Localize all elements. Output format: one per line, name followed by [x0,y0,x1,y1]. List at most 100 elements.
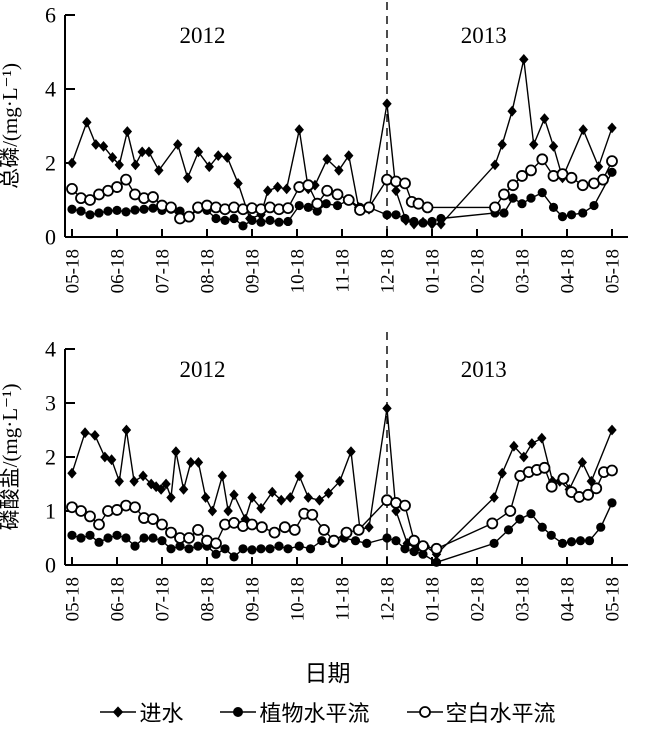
data-point [421,201,434,214]
series-markers-open-circle [66,461,618,555]
data-point [364,521,374,533]
data-point [606,464,618,477]
data-point [306,508,319,521]
data-point [557,212,568,222]
data-point [210,537,222,550]
data-point [323,487,334,499]
data-point [157,536,167,546]
legend-label-plant-flow: 植物水平流 [259,701,370,726]
y-axis-title: 磷酸盐/(mg·L⁻¹) [0,384,22,531]
data-point [486,517,499,530]
x-tick-label: 09-18 [243,249,264,293]
data-point [294,200,304,211]
data-point [288,523,301,536]
data-point [186,457,196,468]
data-point [311,197,324,210]
data-point [229,552,239,562]
legend-label-blank-flow: 空白水平流 [445,701,556,726]
data-point [498,188,510,201]
data-point [183,210,195,223]
data-point [156,484,166,495]
data-point [526,193,536,203]
data-point [362,538,372,548]
chart-phosphate: 0 1 2 3 4 05-18 06-18 07-18 08-18 09-18 10-18 11-18… [0,332,628,621]
x-tick-label: 08-18 [198,249,219,293]
data-point [526,509,536,519]
data-point [207,505,218,517]
year-annotation: 2013 [461,23,507,48]
data-point [184,544,194,554]
data-point [548,140,559,152]
data-point [272,181,283,193]
data-point [247,545,257,555]
data-point [548,202,559,212]
data-point [322,153,332,165]
legend-label-influent: 进水 [139,701,184,726]
data-point [391,536,401,546]
y-tick-label: 4 [45,337,56,362]
y-tick-label: 6 [45,3,56,28]
data-point [507,105,517,117]
data-point [233,177,243,189]
data-point [409,216,419,227]
x-tick-label: 03-18 [513,249,534,293]
data-point [165,201,177,214]
data-point [566,537,577,547]
data-point [499,208,509,218]
data-point [607,498,617,508]
filled-circle-icon [220,707,257,717]
data-point [577,457,587,468]
data-point [256,217,266,227]
year-annotation: 2013 [461,357,507,382]
x-tick-label: 02-18 [468,249,489,293]
data-point [335,475,345,487]
data-point [200,492,211,503]
x-tick-label: 10-18 [288,249,309,293]
data-point [67,157,77,169]
x-tick-label: 03-18 [513,577,534,621]
data-point [497,139,507,150]
data-point [283,216,293,227]
x-tick-label: 09-18 [243,577,264,621]
data-point [539,113,550,124]
filled-diamond-icon [100,706,137,718]
data-point [382,98,392,110]
data-point [321,184,334,197]
data-point [427,216,437,227]
y-tick-label: 2 [45,151,56,176]
data-point [98,140,109,152]
data-point [418,549,428,559]
data-point [213,150,223,161]
data-point [342,194,355,206]
data-point [305,544,316,554]
data-point [121,424,132,436]
data-point [584,536,595,546]
data-point [223,505,233,517]
data-point [193,146,204,158]
data-point [107,152,118,163]
x-tick-label: 07-18 [153,249,174,293]
data-point [519,451,529,463]
data-point [67,467,77,479]
x-tick-label: 06-18 [108,249,129,293]
data-point [268,526,281,539]
data-point [302,179,315,192]
data-point [173,139,183,150]
data-point [332,200,343,211]
x-tick-label: 07-18 [153,577,174,621]
data-point [76,533,86,543]
data-point [527,438,537,449]
open-circle-icon [406,706,443,718]
data-point [400,213,410,224]
data-point [391,210,401,220]
data-point [589,200,599,211]
data-point [317,536,327,546]
data-point [114,475,124,487]
data-point [408,534,420,547]
data-point [276,494,286,506]
data-point [578,124,588,136]
data-point [80,427,90,439]
data-point [130,205,140,215]
data-point [238,221,248,231]
